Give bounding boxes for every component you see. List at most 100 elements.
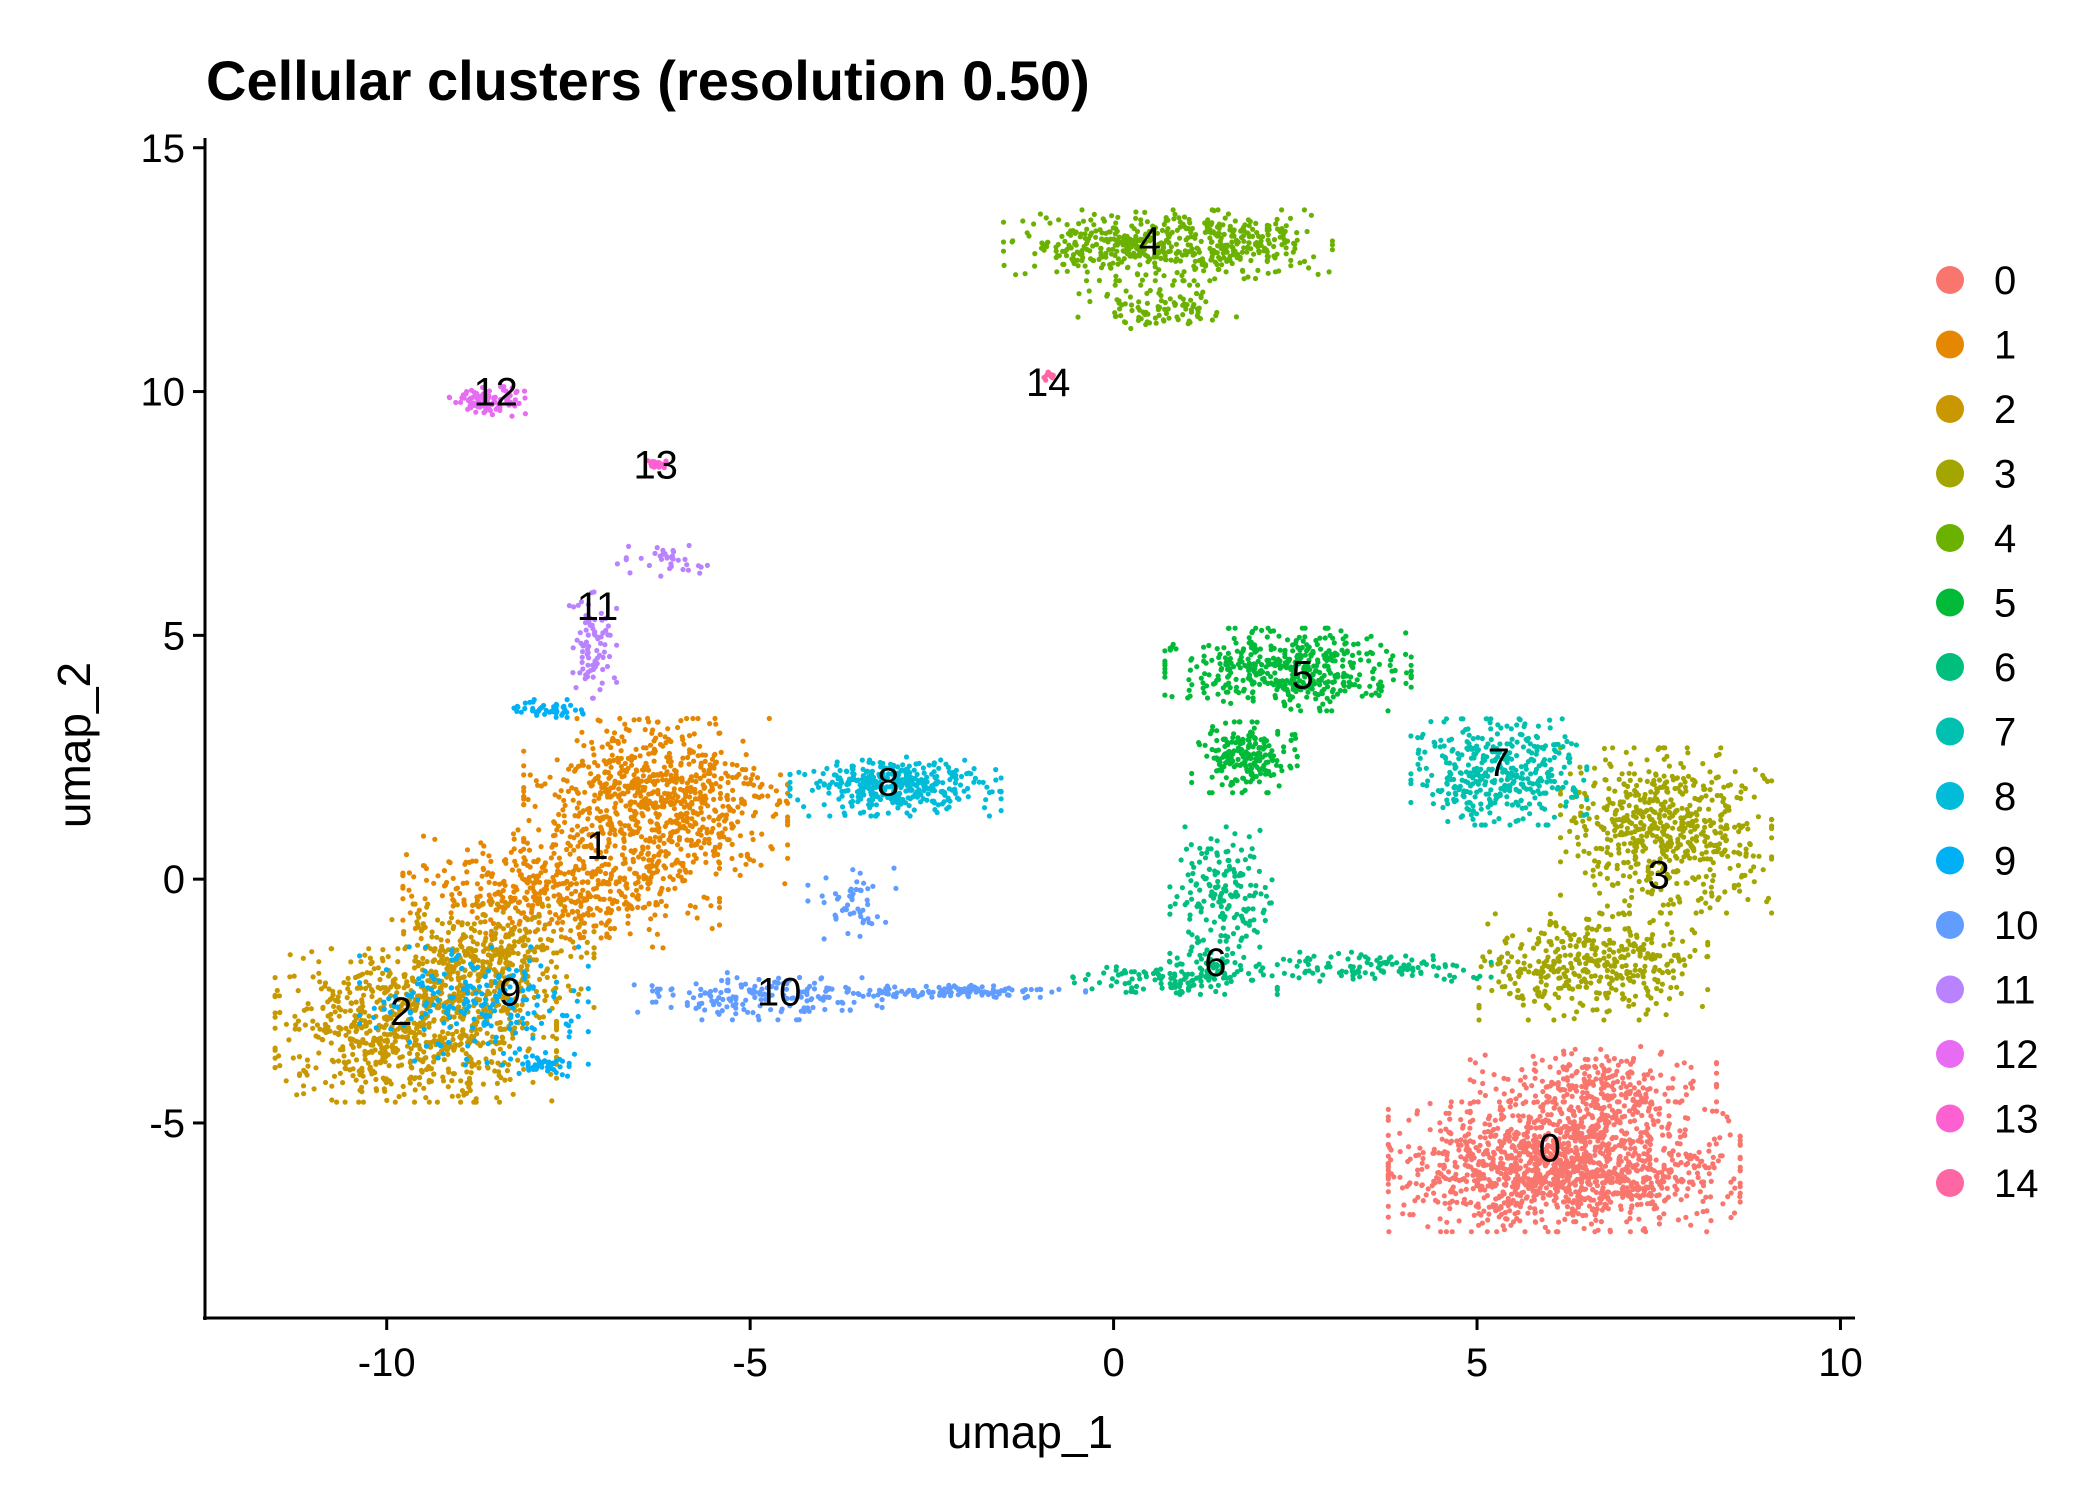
point-cluster-2 <box>373 1088 380 1094</box>
point-cluster-1 <box>725 773 731 779</box>
point-cluster-1 <box>722 826 728 832</box>
point-cluster-0 <box>1522 1074 1528 1080</box>
point-cluster-1 <box>688 842 695 849</box>
point-cluster-3 <box>1725 853 1731 859</box>
point-cluster-1 <box>530 902 536 909</box>
point-cluster-1 <box>418 935 424 942</box>
point-cluster-2 <box>329 946 335 952</box>
point-cluster-0 <box>1565 1162 1571 1168</box>
point-cluster-0 <box>1607 1103 1613 1109</box>
point-cluster-0 <box>1547 1064 1553 1070</box>
point-cluster-2 <box>551 950 557 956</box>
point-cluster-1 <box>720 803 726 809</box>
point-cluster-1 <box>623 803 629 809</box>
point-cluster-0 <box>1587 1139 1593 1145</box>
point-cluster-3 <box>1675 785 1681 791</box>
point-cluster-1 <box>556 794 562 800</box>
point-cluster-1 <box>701 840 707 846</box>
point-cluster-1 <box>765 793 771 799</box>
point-cluster-1 <box>564 778 570 784</box>
point-cluster-0 <box>1642 1144 1648 1150</box>
point-cluster-1 <box>513 862 519 868</box>
point-cluster-0 <box>1513 1096 1519 1102</box>
point-cluster-1 <box>649 863 655 870</box>
point-cluster-1 <box>574 715 580 722</box>
point-cluster-3 <box>1723 838 1729 844</box>
point-cluster-1 <box>565 885 571 891</box>
point-cluster-2 <box>505 901 511 907</box>
point-cluster-0 <box>1531 1138 1537 1144</box>
point-cluster-2 <box>488 928 495 934</box>
point-cluster-0 <box>1600 1180 1606 1186</box>
point-cluster-0 <box>1529 1179 1535 1185</box>
point-cluster-0 <box>1486 1204 1492 1210</box>
point-cluster-3 <box>1646 769 1652 775</box>
point-cluster-0 <box>1385 1114 1391 1120</box>
point-cluster-2 <box>500 926 507 932</box>
point-cluster-2 <box>337 1070 343 1076</box>
point-cluster-3 <box>1658 843 1664 850</box>
point-cluster-2 <box>440 1029 446 1035</box>
point-cluster-2 <box>428 1044 434 1050</box>
point-cluster-3 <box>1702 838 1708 845</box>
point-cluster-1 <box>621 738 627 744</box>
point-cluster-0 <box>1579 1170 1585 1176</box>
point-cluster-1 <box>643 760 649 767</box>
point-cluster-0 <box>1525 1210 1531 1216</box>
point-cluster-2 <box>584 939 590 946</box>
point-cluster-1 <box>621 845 627 851</box>
point-cluster-0 <box>1485 1183 1491 1189</box>
point-cluster-1 <box>646 777 652 784</box>
point-cluster-1 <box>464 847 471 853</box>
point-cluster-1 <box>707 770 713 777</box>
point-cluster-1 <box>732 867 738 873</box>
point-cluster-0 <box>1491 1203 1497 1209</box>
point-cluster-0 <box>1575 1202 1581 1208</box>
point-cluster-1 <box>548 855 555 861</box>
point-cluster-0 <box>1571 1112 1577 1119</box>
point-cluster-0 <box>1666 1113 1672 1119</box>
point-cluster-1 <box>592 776 599 782</box>
point-cluster-0 <box>1476 1159 1482 1165</box>
point-cluster-0 <box>1625 1177 1631 1183</box>
point-cluster-0 <box>1488 1133 1494 1139</box>
point-cluster-2 <box>431 1071 437 1077</box>
point-cluster-3 <box>1698 909 1704 915</box>
point-cluster-2 <box>455 970 461 976</box>
point-cluster-1 <box>400 883 406 890</box>
point-cluster-1 <box>659 885 665 892</box>
point-cluster-2 <box>495 921 501 927</box>
point-cluster-2 <box>308 1006 314 1012</box>
point-cluster-2 <box>548 937 555 944</box>
point-cluster-3 <box>1687 855 1693 861</box>
point-cluster-0 <box>1563 1168 1569 1174</box>
point-cluster-3 <box>1694 812 1700 818</box>
point-cluster-1 <box>521 772 527 778</box>
point-cluster-2 <box>468 946 474 952</box>
point-cluster-1 <box>782 881 788 887</box>
point-cluster-0 <box>1713 1070 1720 1076</box>
point-cluster-0 <box>1571 1169 1577 1175</box>
point-cluster-2 <box>455 1004 462 1010</box>
point-cluster-3 <box>1640 848 1646 854</box>
point-cluster-0 <box>1684 1193 1690 1199</box>
point-cluster-0 <box>1703 1194 1709 1200</box>
point-cluster-2 <box>369 1049 375 1055</box>
point-cluster-0 <box>1436 1150 1442 1156</box>
point-cluster-2 <box>291 973 297 979</box>
point-cluster-3 <box>1652 809 1658 816</box>
point-cluster-3 <box>1657 836 1663 843</box>
point-cluster-0 <box>1616 1162 1622 1168</box>
point-cluster-0 <box>1498 1170 1504 1177</box>
point-cluster-0 <box>1401 1202 1407 1208</box>
point-cluster-1 <box>503 860 509 866</box>
point-cluster-3 <box>1632 993 1639 999</box>
point-cluster-0 <box>1525 1152 1532 1158</box>
point-cluster-3 <box>1721 784 1727 790</box>
point-cluster-0 <box>1452 1163 1458 1169</box>
point-cluster-1 <box>655 787 661 794</box>
point-cluster-0 <box>1557 1107 1563 1113</box>
point-cluster-1 <box>431 880 437 886</box>
point-cluster-2 <box>347 1036 353 1042</box>
point-cluster-1 <box>777 772 784 778</box>
